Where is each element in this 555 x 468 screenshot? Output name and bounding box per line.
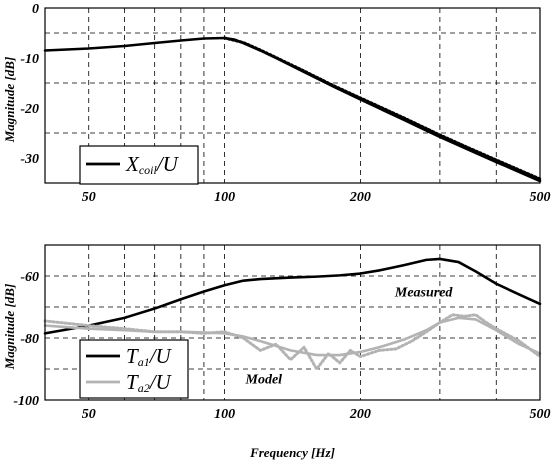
top-x-tick-label: 500 [530,190,551,205]
top-legend-label: Xcoil/U [125,152,180,177]
bottom-plot-frame [44,244,541,401]
top-y-tick-label: -30 [20,152,39,167]
bottom-series-dotted-2 [43,313,542,371]
bottom-x-tick-label: 500 [530,407,551,422]
bottom-x-tick-label: 200 [349,407,371,422]
top-y-axis-label: Magnitude [dB] [2,57,17,144]
bottom-x-tick-label: 100 [214,407,235,422]
bottom-panel: -60 -80 -100 50 100 200 500 Magnitude [dB] Fr… [2,244,551,460]
top-y-tick-label: -20 [20,102,39,117]
bottom-legend-label: Ta1/U [126,344,173,369]
top-y-tick-label: 0 [32,2,39,17]
bottom-series-0 [43,257,542,335]
bottom-annotation: Model [245,372,283,387]
bottom-x-axis-label: Frequency [Hz] [249,445,335,460]
bottom-y-tick-label: -60 [20,270,39,285]
top-x-tick-label: 100 [214,190,235,205]
bottom-y-tick-label: -80 [20,332,39,347]
top-x-tick-label: 50 [82,190,96,205]
top-plot-frame [44,7,541,184]
top-panel: 0 -10 -20 -30 50 100 200 500 Magnitude [dB] Xc… [0,0,555,230]
top-series-dotted-1 [223,36,542,181]
top-x-tick-label: 200 [349,190,371,205]
bottom-annotation: Measured [394,286,454,301]
bottom-y-tick-label: -100 [13,394,39,409]
top-y-tick-label: -10 [20,52,39,67]
bottom-legend-box [79,339,189,399]
bottom-x-tick-label: 50 [82,407,96,422]
bottom-y-axis-label: Magnitude [dB] [2,284,17,371]
bottom-legend-label: Ta2/U [126,370,173,395]
